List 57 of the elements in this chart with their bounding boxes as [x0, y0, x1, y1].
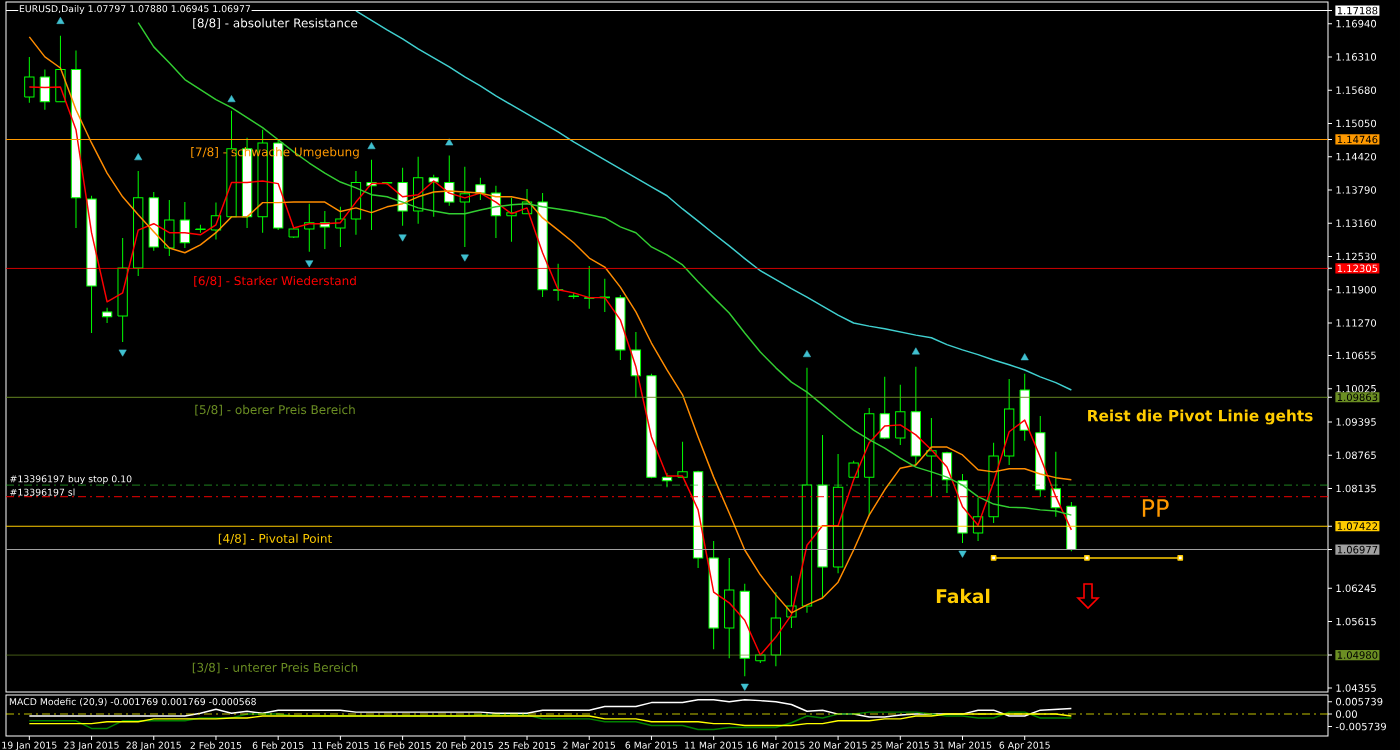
y-tick-label: 1.13790: [1336, 186, 1377, 194]
x-tick-label: 20 Mar 2015: [809, 741, 867, 749]
y-tick-label: 0.005739: [1336, 697, 1383, 706]
chart-title: MACD Modefic (20,9) -0.001769 0.001769 -0.000568: [9, 697, 256, 707]
ref-line-label: [8/8] - absoluter Resistance: [193, 18, 358, 29]
y-tick-label: 1.09863: [1337, 393, 1378, 402]
y-tick-label: 1.08765: [1336, 451, 1376, 460]
x-tick-label: 2 Mar 2015: [563, 741, 616, 749]
y-tick-label: 1.14420: [1336, 152, 1377, 161]
y-tick-label: 1.16940: [1336, 19, 1377, 28]
x-tick-label: 20 Feb 2015: [436, 741, 494, 749]
y-tick-label: 1.09395: [1336, 418, 1376, 426]
ref-line-label: [4/8] - Pivotal Point: [218, 533, 332, 545]
ref-line-label: #13396197 sl: [10, 488, 75, 496]
ref-line-label: [5/8] - oberer Preis Bereich: [195, 404, 355, 416]
y-tick-label: 1.10025: [1336, 384, 1376, 393]
y-tick-label: 1.16310: [1336, 53, 1377, 61]
ref-line-label: [6/8] - Starker Wiederstand: [194, 275, 356, 287]
x-tick-label: 6 Feb 2015: [252, 741, 304, 749]
x-tick-label: 6 Mar 2015: [625, 741, 678, 749]
chart-title: EURUSD,Daily 1.07797 1.07880 1.06945 1.06977: [19, 4, 251, 14]
x-tick-label: 6 Apr 2015: [999, 741, 1050, 750]
x-tick-label: 23 Jan 2015: [64, 741, 119, 750]
y-tick-label: 1.13160: [1336, 219, 1377, 227]
annotation: PP: [1142, 499, 1169, 517]
y-tick-label: 1.14746: [1337, 135, 1378, 144]
x-tick-label: 2 Feb 2015: [190, 741, 242, 749]
y-tick-label: 1.17188: [1337, 6, 1378, 15]
y-tick-label: 1.04980: [1337, 651, 1378, 659]
annotation: Fakal: [936, 588, 990, 604]
x-tick-label: 11 Feb 2015: [312, 741, 369, 749]
ref-line-label: #13396197 buy stop 0.10: [10, 475, 132, 485]
y-tick-label: 1.12305: [1337, 264, 1378, 273]
y-tick-label: 1.04355: [1336, 684, 1376, 692]
x-tick-label: 25 Mar 2015: [871, 741, 930, 749]
y-tick-label: 1.06977: [1337, 545, 1378, 554]
y-tick-label: 1.12530: [1336, 252, 1377, 261]
y-tick-label: 1.10655: [1336, 351, 1376, 360]
y-tick-label: 0.00: [1336, 710, 1357, 718]
x-tick-label: 11 Mar 2015: [685, 741, 743, 749]
x-tick-label: 25 Feb 2015: [498, 741, 556, 749]
y-tick-label: 1.05615: [1336, 617, 1376, 626]
y-tick-label: 1.06245: [1336, 584, 1376, 593]
y-tick-label: 1.07422: [1337, 522, 1378, 530]
x-tick-label: 19 Jan 2015: [2, 741, 57, 750]
x-tick-label: 16 Feb 2015: [374, 741, 431, 749]
x-tick-label: 16 Mar 2015: [747, 741, 805, 749]
y-tick-label: 1.15680: [1336, 86, 1377, 94]
ref-line-label: [3/8] - unterer Preis Bereich: [192, 662, 358, 674]
y-tick-label: 1.11900: [1336, 285, 1377, 294]
y-tick-label: 1.11270: [1336, 319, 1377, 327]
y-tick-label: -0.005739: [1335, 722, 1386, 731]
x-tick-label: 28 Jan 2015: [126, 741, 181, 750]
y-tick-label: 1.08135: [1336, 484, 1376, 493]
annotation: Reist die Pivot Linie gehts: [1088, 409, 1313, 425]
x-tick-label: 31 Mar 2015: [933, 741, 992, 749]
y-tick-label: 1.15050: [1336, 119, 1377, 128]
